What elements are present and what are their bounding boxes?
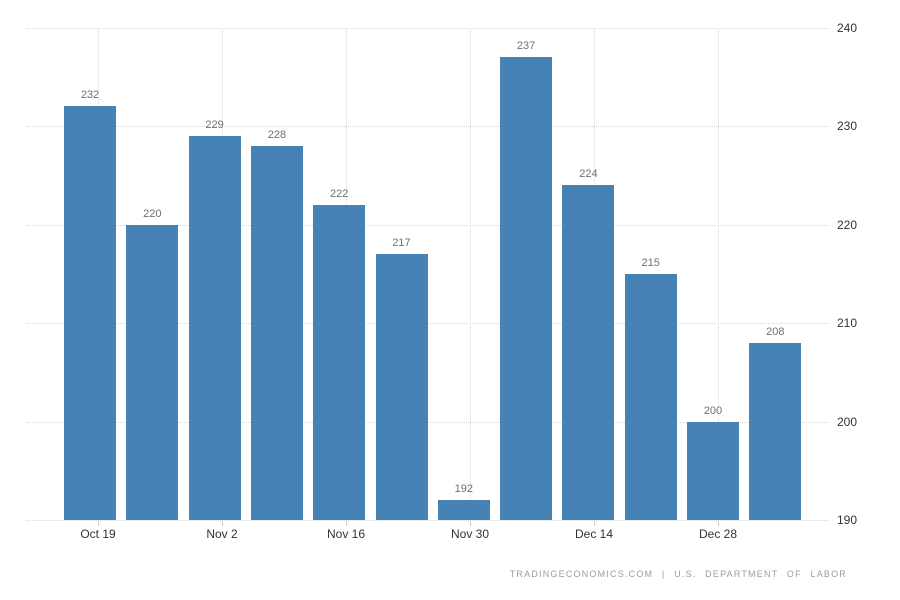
x-tick-mark bbox=[222, 520, 223, 526]
bar[interactable] bbox=[126, 224, 179, 520]
y-tick-label: 240 bbox=[837, 20, 858, 35]
bar[interactable] bbox=[749, 342, 802, 520]
gridline-horizontal bbox=[26, 126, 829, 127]
bar[interactable] bbox=[500, 57, 553, 520]
gridline-horizontal bbox=[26, 27, 829, 29]
x-tick-label: Dec 14 bbox=[574, 527, 614, 541]
bar[interactable] bbox=[687, 421, 739, 520]
gridline-horizontal bbox=[26, 520, 829, 521]
y-tick-label: 200 bbox=[837, 414, 858, 429]
x-tick-mark bbox=[98, 520, 99, 526]
gridline-horizontal bbox=[26, 224, 829, 226]
y-tick-label: 190 bbox=[837, 513, 858, 527]
x-tick-label: Nov 16 bbox=[326, 527, 366, 541]
x-tick-mark bbox=[718, 520, 719, 526]
bar[interactable] bbox=[624, 273, 677, 520]
bar-value-label: 217 bbox=[392, 237, 411, 250]
bar-value-label: 228 bbox=[267, 128, 287, 141]
bar-value-label: 200 bbox=[703, 404, 723, 417]
y-tick-label: 210 bbox=[837, 316, 858, 330]
bar-value-label: 220 bbox=[143, 207, 162, 220]
y-tick-label: 220 bbox=[837, 217, 858, 232]
x-tick-mark bbox=[594, 520, 595, 526]
bar[interactable] bbox=[562, 185, 615, 520]
bar-value-label: 208 bbox=[766, 325, 785, 338]
bar-value-label: 229 bbox=[205, 118, 224, 131]
bar-value-label: 224 bbox=[579, 168, 598, 181]
bar[interactable] bbox=[64, 106, 116, 520]
bar[interactable] bbox=[188, 135, 241, 520]
x-tick-label: Oct 19 bbox=[80, 527, 116, 541]
y-tick-label: 230 bbox=[837, 119, 858, 133]
x-tick-label: Nov 2 bbox=[206, 527, 238, 541]
x-tick-label: Dec 28 bbox=[698, 527, 738, 541]
bar-value-label: 222 bbox=[330, 187, 349, 200]
bar-value-label: 232 bbox=[80, 89, 100, 102]
x-tick-label: Nov 30 bbox=[450, 527, 490, 541]
bar[interactable] bbox=[437, 500, 490, 520]
bar-value-label: 215 bbox=[641, 256, 660, 269]
x-tick-mark bbox=[470, 520, 471, 526]
bar[interactable] bbox=[375, 254, 428, 520]
x-tick-mark bbox=[346, 520, 347, 526]
source-attribution: TRADINGECONOMICS.COM | U.S. DEPARTMENT O… bbox=[509, 569, 847, 579]
gridline-vertical bbox=[718, 27, 719, 520]
bar[interactable] bbox=[313, 204, 366, 520]
bar[interactable] bbox=[250, 145, 303, 520]
gridline-horizontal bbox=[26, 323, 829, 324]
gridline-horizontal bbox=[26, 421, 829, 423]
bar-value-label: 192 bbox=[454, 483, 473, 496]
gridline-vertical bbox=[470, 27, 471, 520]
bar-value-label: 237 bbox=[516, 40, 536, 53]
